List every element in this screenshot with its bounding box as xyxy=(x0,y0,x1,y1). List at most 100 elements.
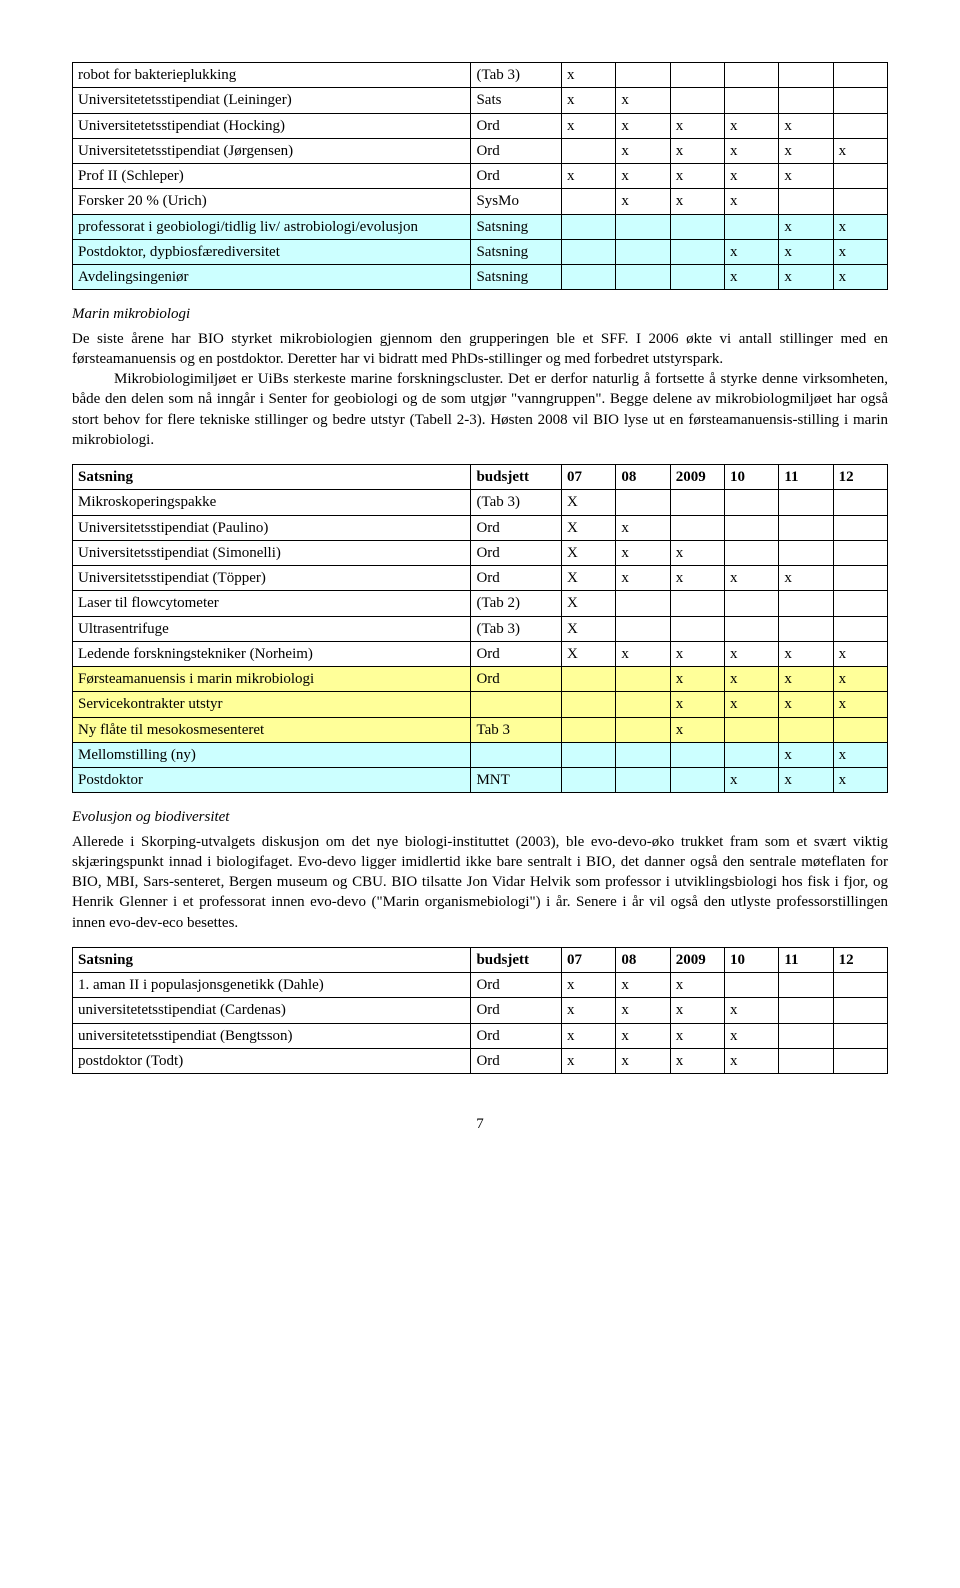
table-cell: x xyxy=(725,1023,779,1048)
table-cell: X xyxy=(562,490,616,515)
table-row: robot for bakterieplukking(Tab 3)x xyxy=(73,63,888,88)
table-cell: x xyxy=(779,214,833,239)
table-cell xyxy=(779,490,833,515)
table-cell xyxy=(725,214,779,239)
table-cell: x xyxy=(670,717,724,742)
table-row: Mikroskoperingspakke(Tab 3)X xyxy=(73,490,888,515)
table-header-cell: budsjett xyxy=(471,947,562,972)
table-cell: universitetetsstipendiat (Cardenas) xyxy=(73,998,471,1023)
table-cell xyxy=(725,973,779,998)
table-cell: x xyxy=(670,164,724,189)
table-cell: SysMo xyxy=(471,189,562,214)
table-cell: X xyxy=(562,566,616,591)
table-cell: Postdoktor xyxy=(73,768,471,793)
table-cell: X xyxy=(562,591,616,616)
table-row: Servicekontrakter utstyrxxxx xyxy=(73,692,888,717)
table-cell: Ultrasentrifuge xyxy=(73,616,471,641)
table-cell: x xyxy=(562,973,616,998)
table-cell: x xyxy=(616,1023,670,1048)
table-2: Satsningbudsjett07082009101112Mikroskope… xyxy=(72,464,888,793)
table-cell xyxy=(833,88,887,113)
table-cell: x xyxy=(725,265,779,290)
table-cell: x xyxy=(616,566,670,591)
table-cell: (Tab 3) xyxy=(471,616,562,641)
table-cell xyxy=(725,515,779,540)
table-cell: (Tab 2) xyxy=(471,591,562,616)
table-row: 1. aman II i populasjonsgenetikk (Dahle)… xyxy=(73,973,888,998)
table-cell: Ord xyxy=(471,998,562,1023)
table-cell xyxy=(670,490,724,515)
table-cell xyxy=(779,616,833,641)
table-cell: x xyxy=(562,998,616,1023)
table-row: Ultrasentrifuge(Tab 3)X xyxy=(73,616,888,641)
table-cell xyxy=(725,717,779,742)
table-cell xyxy=(725,88,779,113)
table-row: Førsteamanuensis i marin mikrobiologiOrd… xyxy=(73,667,888,692)
table-cell xyxy=(833,591,887,616)
table-row: Universitetetsstipendiat (Leininger)Sats… xyxy=(73,88,888,113)
table-cell xyxy=(471,692,562,717)
table-cell: x xyxy=(779,641,833,666)
table-cell xyxy=(833,1023,887,1048)
table-cell: x xyxy=(616,88,670,113)
table-cell: x xyxy=(725,692,779,717)
table-cell: Universitetsstipendiat (Simonelli) xyxy=(73,540,471,565)
table-cell: Ny flåte til mesokosmesenteret xyxy=(73,717,471,742)
table-cell: x xyxy=(616,113,670,138)
table-cell xyxy=(833,566,887,591)
table-cell: Satsning xyxy=(471,239,562,264)
table-cell: Avdelingsingeniør xyxy=(73,265,471,290)
table-cell xyxy=(670,616,724,641)
table-cell: x xyxy=(779,113,833,138)
table-row: Universitetsstipendiat (Töpper)OrdXxxxx xyxy=(73,566,888,591)
table-cell: Ord xyxy=(471,667,562,692)
table-cell xyxy=(562,742,616,767)
table-cell xyxy=(616,265,670,290)
table-cell: x xyxy=(670,540,724,565)
table-cell xyxy=(833,490,887,515)
table-cell: x xyxy=(725,768,779,793)
table-cell: x xyxy=(670,692,724,717)
table-cell: Prof II (Schleper) xyxy=(73,164,471,189)
table-header-cell: budsjett xyxy=(471,465,562,490)
table-cell: x xyxy=(616,189,670,214)
table-cell xyxy=(670,63,724,88)
table-row: Ledende forskningstekniker (Norheim)OrdX… xyxy=(73,641,888,666)
table-cell xyxy=(779,998,833,1023)
table-cell xyxy=(670,239,724,264)
table-cell: Tab 3 xyxy=(471,717,562,742)
section-2-para-1: Allerede i Skorping-utvalgets diskusjon … xyxy=(72,832,888,933)
table-cell: universitetetsstipendiat (Bengtsson) xyxy=(73,1023,471,1048)
table-cell: X xyxy=(562,540,616,565)
table-header-cell: 10 xyxy=(725,465,779,490)
table-row: professorat i geobiologi/tidlig liv/ ast… xyxy=(73,214,888,239)
table-cell: Universitetetsstipendiat (Jørgensen) xyxy=(73,138,471,163)
table-row: universitetetsstipendiat (Bengtsson)Ordx… xyxy=(73,1023,888,1048)
table-cell: Ord xyxy=(471,164,562,189)
table-header-cell: 12 xyxy=(833,947,887,972)
table-cell: x xyxy=(833,742,887,767)
table-cell: Ord xyxy=(471,973,562,998)
table-cell: x xyxy=(562,1048,616,1073)
table-cell: x xyxy=(670,1048,724,1073)
table-cell: Forsker 20 % (Urich) xyxy=(73,189,471,214)
table-cell xyxy=(562,265,616,290)
table-cell: x xyxy=(725,667,779,692)
table-header-cell: 11 xyxy=(779,947,833,972)
table-cell xyxy=(616,591,670,616)
table-header-cell: Satsning xyxy=(73,465,471,490)
table-header-cell: 2009 xyxy=(670,947,724,972)
table-cell xyxy=(725,591,779,616)
table-cell: Satsning xyxy=(471,265,562,290)
table-cell: x xyxy=(616,164,670,189)
table-header-cell: Satsning xyxy=(73,947,471,972)
table-cell: x xyxy=(779,692,833,717)
table-cell: x xyxy=(670,189,724,214)
table-cell xyxy=(725,490,779,515)
table-cell xyxy=(616,768,670,793)
table-cell: Postdoktor, dypbiosfærediversitet xyxy=(73,239,471,264)
table-cell: x xyxy=(616,138,670,163)
table-cell xyxy=(833,189,887,214)
table-cell xyxy=(725,616,779,641)
table-cell: professorat i geobiologi/tidlig liv/ ast… xyxy=(73,214,471,239)
